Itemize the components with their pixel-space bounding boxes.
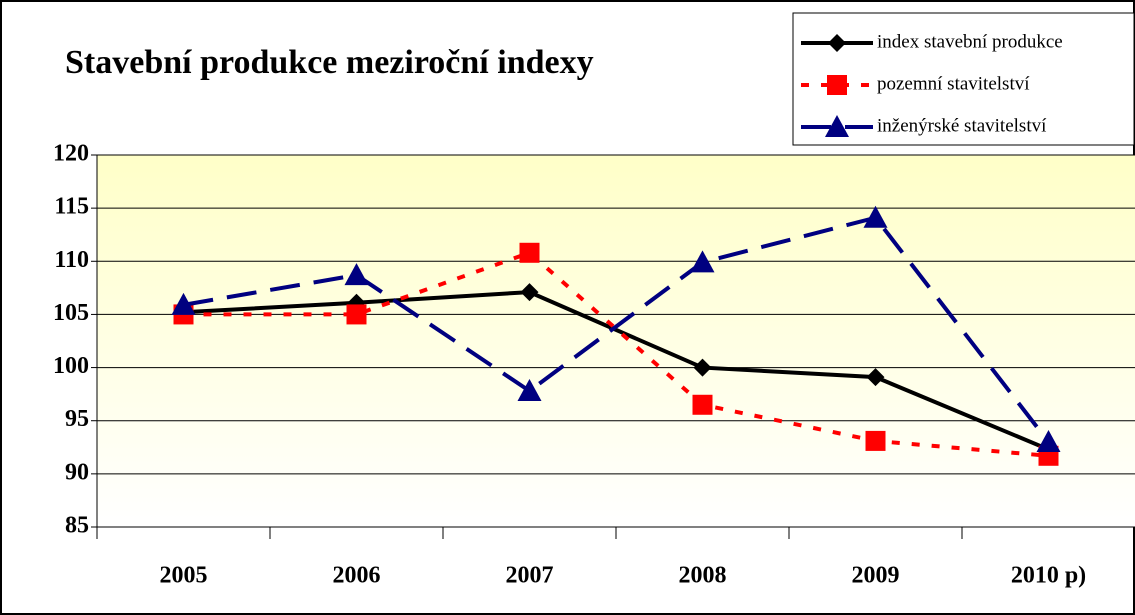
marker (690, 250, 715, 273)
x-tick-label: 2010 p) (1011, 563, 1086, 589)
legend-label: inženýrské stavitelství (877, 115, 1047, 136)
marker (346, 304, 367, 325)
marker (519, 242, 540, 263)
y-tick-label: 90 (65, 459, 89, 485)
marker (863, 205, 888, 228)
legend-label: index stavební produkce (877, 31, 1063, 52)
marker (865, 430, 886, 451)
y-tick-label: 120 (53, 141, 89, 167)
series-line (183, 250, 1049, 458)
plot-area (97, 155, 1135, 527)
marker (520, 283, 539, 302)
marker (825, 115, 849, 137)
legend-label: pozemní stavitelství (877, 73, 1030, 94)
marker (693, 358, 712, 377)
x-tick-label: 2005 (160, 563, 208, 589)
marker (827, 75, 847, 95)
y-tick-label: 100 (53, 353, 89, 379)
y-tick-label: 110 (54, 247, 89, 273)
x-tick-label: 2008 (679, 563, 727, 589)
marker (828, 34, 846, 52)
y-tick-label: 115 (54, 194, 89, 220)
marker (1036, 429, 1061, 452)
marker (866, 368, 885, 387)
marker (171, 292, 196, 315)
series-line (183, 215, 1051, 444)
series-line (183, 290, 1050, 452)
x-tick-label: 2006 (333, 563, 381, 589)
legend: index stavební produkce pozemní stavitels… (792, 12, 1135, 146)
marker (517, 378, 542, 401)
marker (692, 394, 713, 415)
y-tick-label: 85 (65, 513, 89, 539)
y-tick-label: 105 (53, 300, 89, 326)
x-tick-label: 2007 (506, 563, 554, 589)
y-tick-label: 95 (65, 406, 89, 432)
chart-title: Stavební produkce meziroční indexy (65, 44, 594, 81)
x-tick-label: 2009 (852, 563, 900, 589)
legend-box (792, 12, 1135, 146)
marker (344, 263, 369, 286)
